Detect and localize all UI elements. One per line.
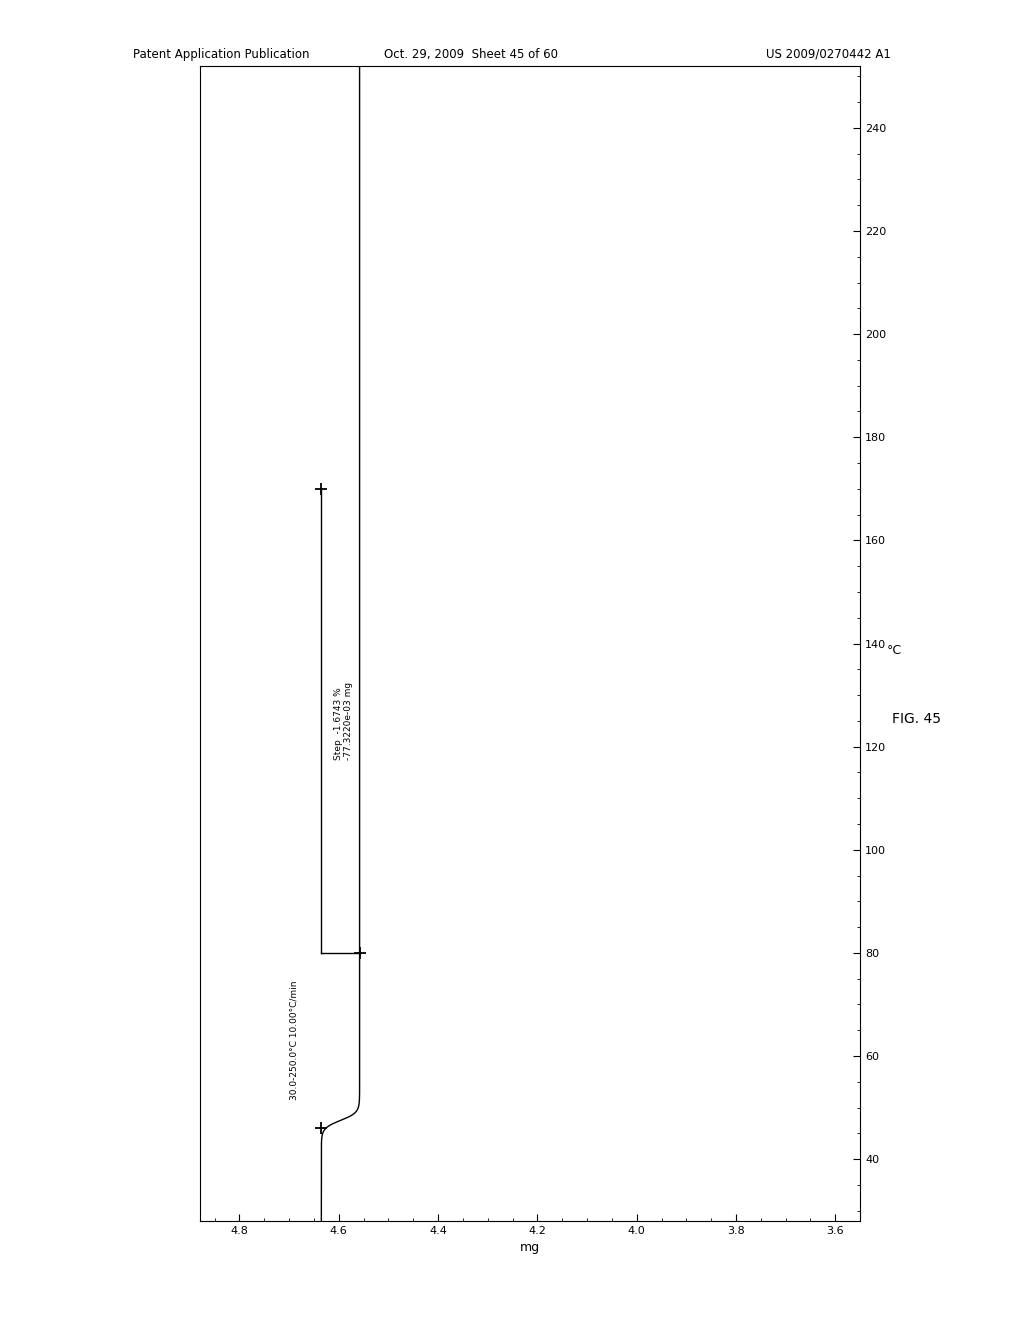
Text: US 2009/0270442 A1: US 2009/0270442 A1 bbox=[766, 48, 891, 61]
Text: Step  -1.6743 %
-77.3220e-03 mg: Step -1.6743 % -77.3220e-03 mg bbox=[334, 682, 353, 760]
Text: FIG. 45: FIG. 45 bbox=[892, 713, 941, 726]
Text: 30.0-250.0°C 10.00°C/min: 30.0-250.0°C 10.00°C/min bbox=[290, 981, 299, 1101]
Text: Oct. 29, 2009  Sheet 45 of 60: Oct. 29, 2009 Sheet 45 of 60 bbox=[384, 48, 558, 61]
Text: Patent Application Publication: Patent Application Publication bbox=[133, 48, 309, 61]
X-axis label: mg: mg bbox=[520, 1241, 540, 1254]
Y-axis label: °C: °C bbox=[887, 644, 902, 656]
